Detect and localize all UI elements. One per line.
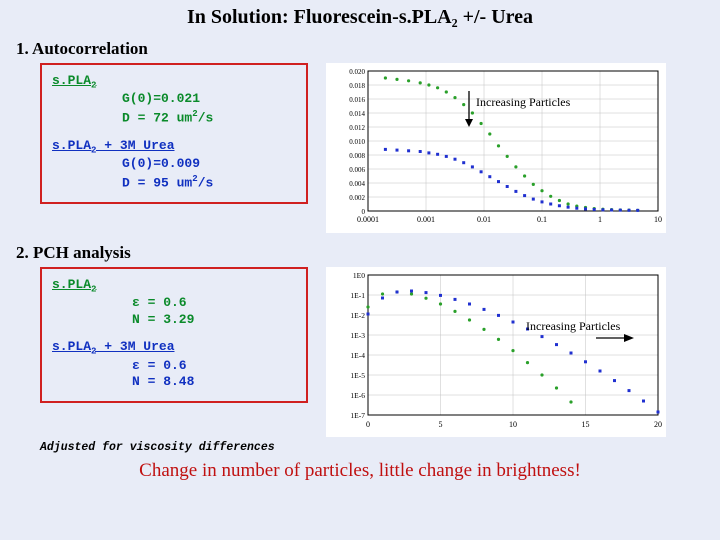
svg-text:0.020: 0.020 xyxy=(349,68,365,76)
closing-statement: Change in number of particles, little ch… xyxy=(0,460,720,482)
section1-infobox: s.PLA2 G(0)=0.021 D = 72 um2/s s.PLA2 + … xyxy=(40,63,308,204)
svg-text:1E-6: 1E-6 xyxy=(350,391,365,400)
pch-cond2-n: N = 8.48 xyxy=(52,374,296,391)
pch-cond2-label: s.PLA2 + 3M Urea xyxy=(52,339,296,357)
svg-text:0.004: 0.004 xyxy=(349,180,365,188)
pch-cond1-eps: ε = 0.6 xyxy=(52,295,296,312)
section2-heading: 2. PCH analysis xyxy=(16,243,720,263)
svg-text:1E0: 1E0 xyxy=(353,271,365,280)
svg-text:1E-5: 1E-5 xyxy=(350,371,365,380)
svg-text:0.1: 0.1 xyxy=(537,215,547,224)
svg-text:1: 1 xyxy=(598,215,602,224)
pch-cond2-eps: ε = 0.6 xyxy=(52,358,296,375)
svg-text:1E-3: 1E-3 xyxy=(350,331,365,340)
arrow-right-icon xyxy=(594,331,634,345)
cond2-g0: G(0)=0.009 xyxy=(52,156,296,173)
svg-text:0.012: 0.012 xyxy=(349,124,365,132)
svg-text:0.014: 0.014 xyxy=(349,110,365,118)
footnote: Adjusted for viscosity differences xyxy=(40,441,720,454)
svg-text:0.016: 0.016 xyxy=(349,96,365,104)
svg-text:0.008: 0.008 xyxy=(349,152,365,160)
svg-text:20: 20 xyxy=(654,420,662,429)
svg-text:0: 0 xyxy=(366,420,370,429)
autocorrelation-chart: 0.0001 0.001 0.01 0.1 1 10 0 0.002 0.004 0.006 0.0… xyxy=(326,63,666,233)
cond2-label: s.PLA2 + 3M Urea xyxy=(52,138,296,156)
pch-chart: 051015201E-71E-61E-51E-41E-31E-21E-11E0 … xyxy=(326,267,666,437)
svg-text:15: 15 xyxy=(582,420,590,429)
pch-cond1-n: N = 3.29 xyxy=(52,312,296,329)
svg-text:1E-2: 1E-2 xyxy=(350,311,365,320)
cond2-d: D = 95 um2/s xyxy=(52,173,296,192)
svg-text:1E-1: 1E-1 xyxy=(350,291,365,300)
svg-text:10: 10 xyxy=(509,420,517,429)
section2-infobox: s.PLA2 ε = 0.6 N = 3.29 s.PLA2 + 3M Urea… xyxy=(40,267,308,403)
svg-text:0.01: 0.01 xyxy=(477,215,491,224)
svg-text:0: 0 xyxy=(362,208,366,216)
svg-text:0.001: 0.001 xyxy=(417,215,435,224)
svg-text:0.010: 0.010 xyxy=(349,138,365,146)
svg-text:1E-7: 1E-7 xyxy=(350,411,365,420)
cond1-label: s.PLA2 xyxy=(52,73,296,91)
svg-text:10: 10 xyxy=(654,215,662,224)
cond1-g0: G(0)=0.021 xyxy=(52,91,296,108)
svg-text:0.002: 0.002 xyxy=(349,194,365,202)
page-title: In Solution: Fluorescein-s.PLA₂ +/- Urea xyxy=(0,0,720,29)
cond1-d: D = 72 um2/s xyxy=(52,108,296,127)
pch-cond1-label: s.PLA2 xyxy=(52,277,296,295)
svg-text:5: 5 xyxy=(439,420,443,429)
svg-text:1E-4: 1E-4 xyxy=(350,351,365,360)
arrow-down-icon xyxy=(462,89,476,127)
svg-text:0.018: 0.018 xyxy=(349,82,365,90)
section1-row: s.PLA2 G(0)=0.021 D = 72 um2/s s.PLA2 + … xyxy=(0,63,720,233)
svg-text:0.0001: 0.0001 xyxy=(357,215,379,224)
svg-text:0.006: 0.006 xyxy=(349,166,365,174)
section1-heading: 1. Autocorrelation xyxy=(16,39,720,59)
section2-row: s.PLA2 ε = 0.6 N = 3.29 s.PLA2 + 3M Urea… xyxy=(0,267,720,437)
